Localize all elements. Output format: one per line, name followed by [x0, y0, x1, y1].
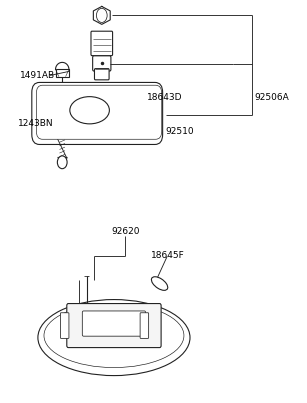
Polygon shape — [56, 62, 69, 69]
FancyBboxPatch shape — [82, 311, 146, 336]
Polygon shape — [93, 6, 110, 24]
Ellipse shape — [38, 299, 190, 376]
FancyBboxPatch shape — [93, 56, 111, 71]
Ellipse shape — [151, 277, 168, 290]
FancyBboxPatch shape — [36, 85, 162, 139]
FancyBboxPatch shape — [32, 83, 163, 144]
Ellipse shape — [70, 97, 109, 124]
Text: 92620: 92620 — [111, 227, 139, 236]
FancyBboxPatch shape — [140, 313, 149, 339]
FancyBboxPatch shape — [67, 303, 161, 347]
Text: 18643D: 18643D — [147, 93, 183, 102]
Text: 92506A: 92506A — [254, 93, 289, 102]
Circle shape — [57, 156, 67, 169]
FancyBboxPatch shape — [95, 69, 109, 80]
Text: 1491AB: 1491AB — [20, 71, 55, 80]
Ellipse shape — [44, 303, 184, 368]
FancyBboxPatch shape — [56, 69, 69, 77]
FancyBboxPatch shape — [91, 31, 113, 56]
Circle shape — [96, 8, 107, 23]
FancyBboxPatch shape — [60, 313, 69, 339]
Text: 92510: 92510 — [166, 127, 194, 136]
Text: 1243BN: 1243BN — [18, 119, 54, 128]
Text: 18645F: 18645F — [150, 251, 184, 260]
